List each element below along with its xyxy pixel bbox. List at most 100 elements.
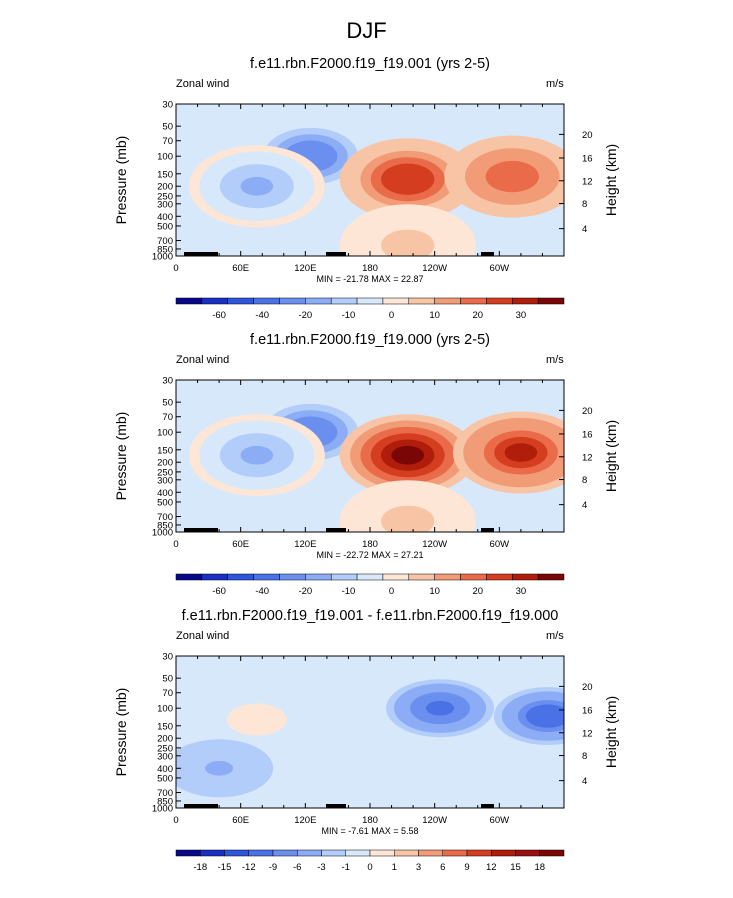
colorbar-box (279, 297, 306, 305)
contour-layer (188, 391, 564, 532)
topography (212, 804, 218, 808)
colorbar-label: 10 (429, 310, 440, 321)
y-tick-label: 1000 (152, 528, 173, 539)
y-tick-label: 250 (157, 467, 173, 478)
y2-tick-label: 4 (582, 776, 587, 787)
y-tick-label: 200 (157, 734, 173, 745)
y-tick-label: 100 (157, 428, 173, 439)
colorbar-label: 20 (472, 310, 483, 321)
x-tick-label: 60W (490, 815, 510, 826)
y2-tick-label: 16 (582, 705, 593, 716)
x-tick-label: 60E (232, 815, 249, 826)
colorbar-label: 30 (516, 310, 527, 321)
colorbar-box (408, 573, 435, 581)
x-tick-label: 180 (362, 263, 378, 274)
y2-tick-label: 12 (582, 176, 593, 187)
x-tick-label: 120E (294, 539, 316, 550)
y-tick-label: 300 (157, 751, 173, 762)
topography (198, 252, 212, 256)
colorbar-box (434, 573, 461, 581)
colorbar-box (279, 573, 306, 581)
y-tick-label: 1000 (152, 252, 173, 263)
colorbar-label: -10 (342, 586, 356, 597)
y-tick-label: 300 (157, 475, 173, 486)
units-label: m/s (546, 78, 564, 90)
chart-title: f.e11.rbn.F2000.f19_f19.001 - f.e11.rbn.… (181, 608, 559, 624)
y-tick-label: 150 (157, 721, 173, 732)
y2-tick-label: 4 (582, 500, 587, 511)
colorbar-label: -10 (342, 310, 356, 321)
y2-tick-label: 20 (582, 406, 593, 417)
colorbar-label: 10 (429, 586, 440, 597)
colorbar-box (227, 297, 254, 305)
colorbar-label: 20 (472, 586, 483, 597)
contour-layer (188, 115, 564, 256)
y-axis-title: Pressure (mb) (113, 412, 129, 501)
colorbar-box (330, 573, 358, 581)
y-tick-label: 100 (157, 152, 173, 163)
colorbar-label: 30 (516, 586, 527, 597)
colorbar-box (175, 297, 203, 305)
contour-region (391, 445, 425, 465)
colorbar-box (345, 849, 371, 857)
y-tick-label: 50 (162, 674, 173, 685)
colorbar-label: 3 (416, 862, 421, 873)
topography (481, 252, 494, 256)
topography (184, 252, 198, 256)
y2-tick-label: 20 (582, 130, 593, 141)
colorbar-label: -3 (317, 862, 325, 873)
y2-tick-label: 4 (582, 224, 587, 235)
topography (326, 528, 346, 532)
y-tick-label: 250 (157, 191, 173, 202)
x-tick-label: 60W (490, 539, 510, 550)
y-tick-label: 400 (157, 488, 173, 499)
x-tick-label: 180 (362, 815, 378, 826)
colorbar-label: -1 (342, 862, 350, 873)
contour-region (205, 760, 234, 776)
min-max-stats: MIN = -22.72 MAX = 27.21 (316, 550, 423, 560)
x-tick-label: 60E (232, 263, 249, 274)
y-tick-label: 400 (157, 764, 173, 775)
colorbar-label: 12 (486, 862, 497, 873)
colorbar-box (321, 849, 346, 857)
units-label: m/s (546, 630, 564, 642)
x-tick-label: 0 (173, 539, 178, 550)
colorbar-label: -60 (212, 586, 226, 597)
y-tick-label: 850 (157, 520, 173, 531)
y2-tick-label: 8 (582, 751, 587, 762)
y-tick-label: 150 (157, 445, 173, 456)
colorbar-box (466, 849, 492, 857)
x-tick-label: 120W (422, 263, 447, 274)
colorbar-label: -6 (293, 862, 301, 873)
y-tick-label: 500 (157, 773, 173, 784)
colorbar-box (394, 849, 419, 857)
y-tick-label: 70 (162, 136, 173, 147)
colorbar-box (369, 849, 395, 857)
y-tick-label: 50 (162, 398, 173, 409)
colorbar-box (434, 297, 461, 305)
topography (481, 804, 494, 808)
y-tick-label: 30 (162, 376, 173, 387)
colorbar-box (382, 297, 410, 305)
contour-region (391, 511, 425, 531)
colorbar-box (491, 849, 516, 857)
x-tick-label: 0 (173, 815, 178, 826)
y-tick-label: 30 (162, 100, 173, 111)
colorbar-box (305, 573, 332, 581)
colorbar-box (539, 849, 565, 857)
colorbar-box (305, 297, 332, 305)
y2-tick-label: 8 (582, 199, 587, 210)
y-tick-label: 700 (157, 788, 173, 799)
y-tick-label: 850 (157, 796, 173, 807)
y-tick-label: 30 (162, 652, 173, 663)
chart-svg: 3050701001502002503004005007008501000201… (113, 376, 619, 598)
colorbar-label: 15 (510, 862, 521, 873)
colorbar-box (460, 573, 487, 581)
colorbar-label: -20 (298, 310, 312, 321)
contour-region (242, 712, 271, 727)
colorbar-label: 18 (534, 862, 545, 873)
variable-label: Zonal wind (176, 78, 230, 90)
topography (326, 804, 346, 808)
colorbar-label: -40 (255, 310, 269, 321)
colorbar-box (486, 297, 513, 305)
